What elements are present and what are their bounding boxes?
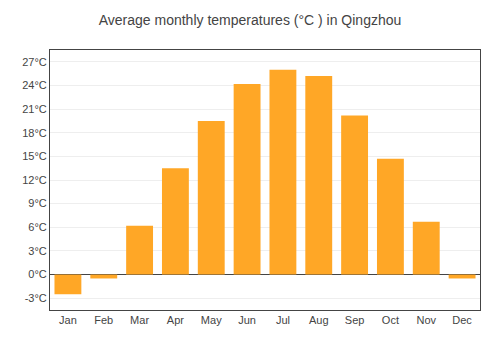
svg-text:Nov: Nov	[416, 314, 436, 326]
svg-text:0°C: 0°C	[28, 268, 47, 280]
svg-text:-3°C: -3°C	[25, 292, 47, 304]
svg-text:6°C: 6°C	[28, 221, 47, 233]
svg-text:Oct: Oct	[382, 314, 399, 326]
svg-text:Sep: Sep	[345, 314, 365, 326]
svg-text:Mar: Mar	[130, 314, 149, 326]
svg-text:18°C: 18°C	[22, 127, 47, 139]
svg-text:9°C: 9°C	[28, 197, 47, 209]
svg-text:Dec: Dec	[452, 314, 472, 326]
svg-text:Jan: Jan	[59, 314, 77, 326]
svg-text:27°C: 27°C	[22, 56, 47, 68]
svg-text:21°C: 21°C	[22, 103, 47, 115]
svg-text:3°C: 3°C	[28, 245, 47, 257]
svg-text:Apr: Apr	[167, 314, 184, 326]
svg-text:Jul: Jul	[276, 314, 290, 326]
svg-text:Average monthly temperatures (: Average monthly temperatures (°C ) in Qi…	[99, 12, 402, 28]
svg-text:May: May	[201, 314, 222, 326]
svg-text:Aug: Aug	[309, 314, 329, 326]
svg-text:Feb: Feb	[94, 314, 113, 326]
svg-text:12°C: 12°C	[22, 174, 47, 186]
svg-text:Jun: Jun	[238, 314, 256, 326]
svg-text:15°C: 15°C	[22, 150, 47, 162]
svg-text:24°C: 24°C	[22, 79, 47, 91]
